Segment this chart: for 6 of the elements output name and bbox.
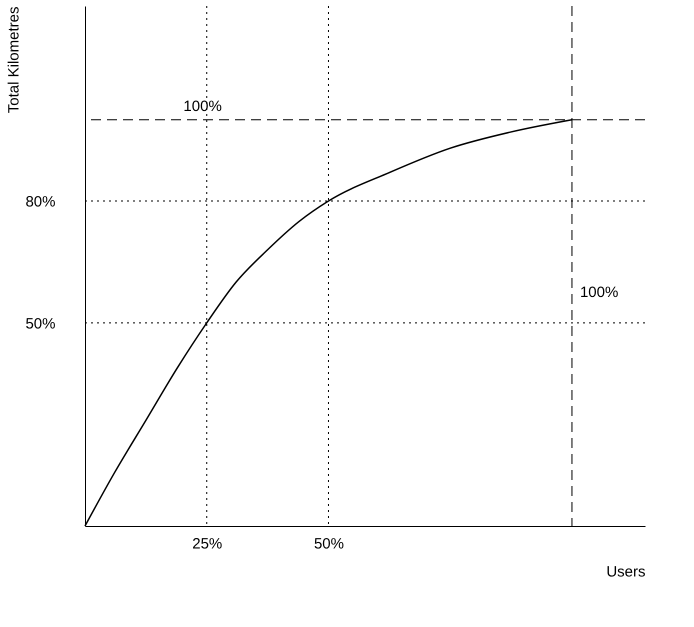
x-tick-label: 25% bbox=[192, 536, 222, 552]
ref-line-label: 100% bbox=[580, 284, 618, 301]
ref-line-label: 100% bbox=[183, 98, 222, 115]
y-axis-title: Total Kilometres bbox=[5, 6, 22, 114]
y-tick-label: 80% bbox=[25, 194, 56, 210]
x-axis-title: Users bbox=[606, 564, 646, 580]
